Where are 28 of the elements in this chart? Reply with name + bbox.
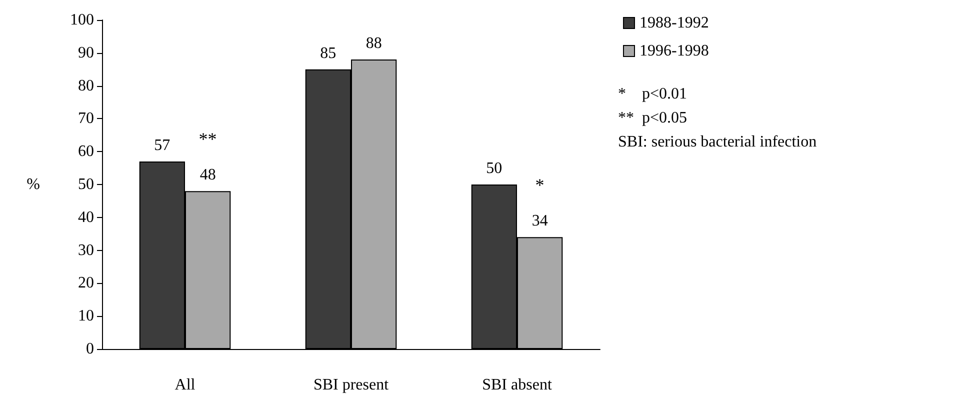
y-tick-label: 80	[78, 77, 94, 94]
data-label: 48	[200, 166, 216, 184]
y-tick-label: 40	[78, 208, 94, 226]
y-tick-label: 0	[86, 340, 94, 358]
data-label: 57	[154, 136, 170, 154]
y-tick-label: 60	[78, 143, 94, 160]
x-tick-label: SBI present	[313, 376, 390, 394]
annotation: *	[535, 175, 544, 196]
annotation: **	[198, 129, 217, 150]
y-tick-label: 20	[78, 274, 94, 292]
y-tick-label: 70	[78, 110, 94, 128]
y-tick-label: 30	[78, 242, 94, 259]
text: SBI: serious bacterial infection	[618, 134, 817, 150]
text: ** p<0.05	[618, 110, 688, 126]
data-label: 50	[486, 160, 502, 177]
y-tick-label: 90	[78, 44, 94, 62]
legend-label: 1988-1992	[640, 14, 709, 32]
x-tick-label: SBI absent	[482, 376, 552, 394]
y-tick-label: 100	[70, 12, 94, 28]
y-axis-title: %	[26, 176, 40, 193]
data-label: 88	[366, 34, 382, 52]
data-label: 34	[532, 212, 548, 230]
x-tick-label: All	[174, 376, 196, 394]
y-tick-label: 10	[78, 308, 94, 325]
y-tick-label: 50	[78, 176, 94, 193]
legend-label: 1996-1998	[640, 42, 709, 60]
text: * p<0.01	[618, 86, 688, 102]
data-label: 85	[320, 44, 336, 62]
